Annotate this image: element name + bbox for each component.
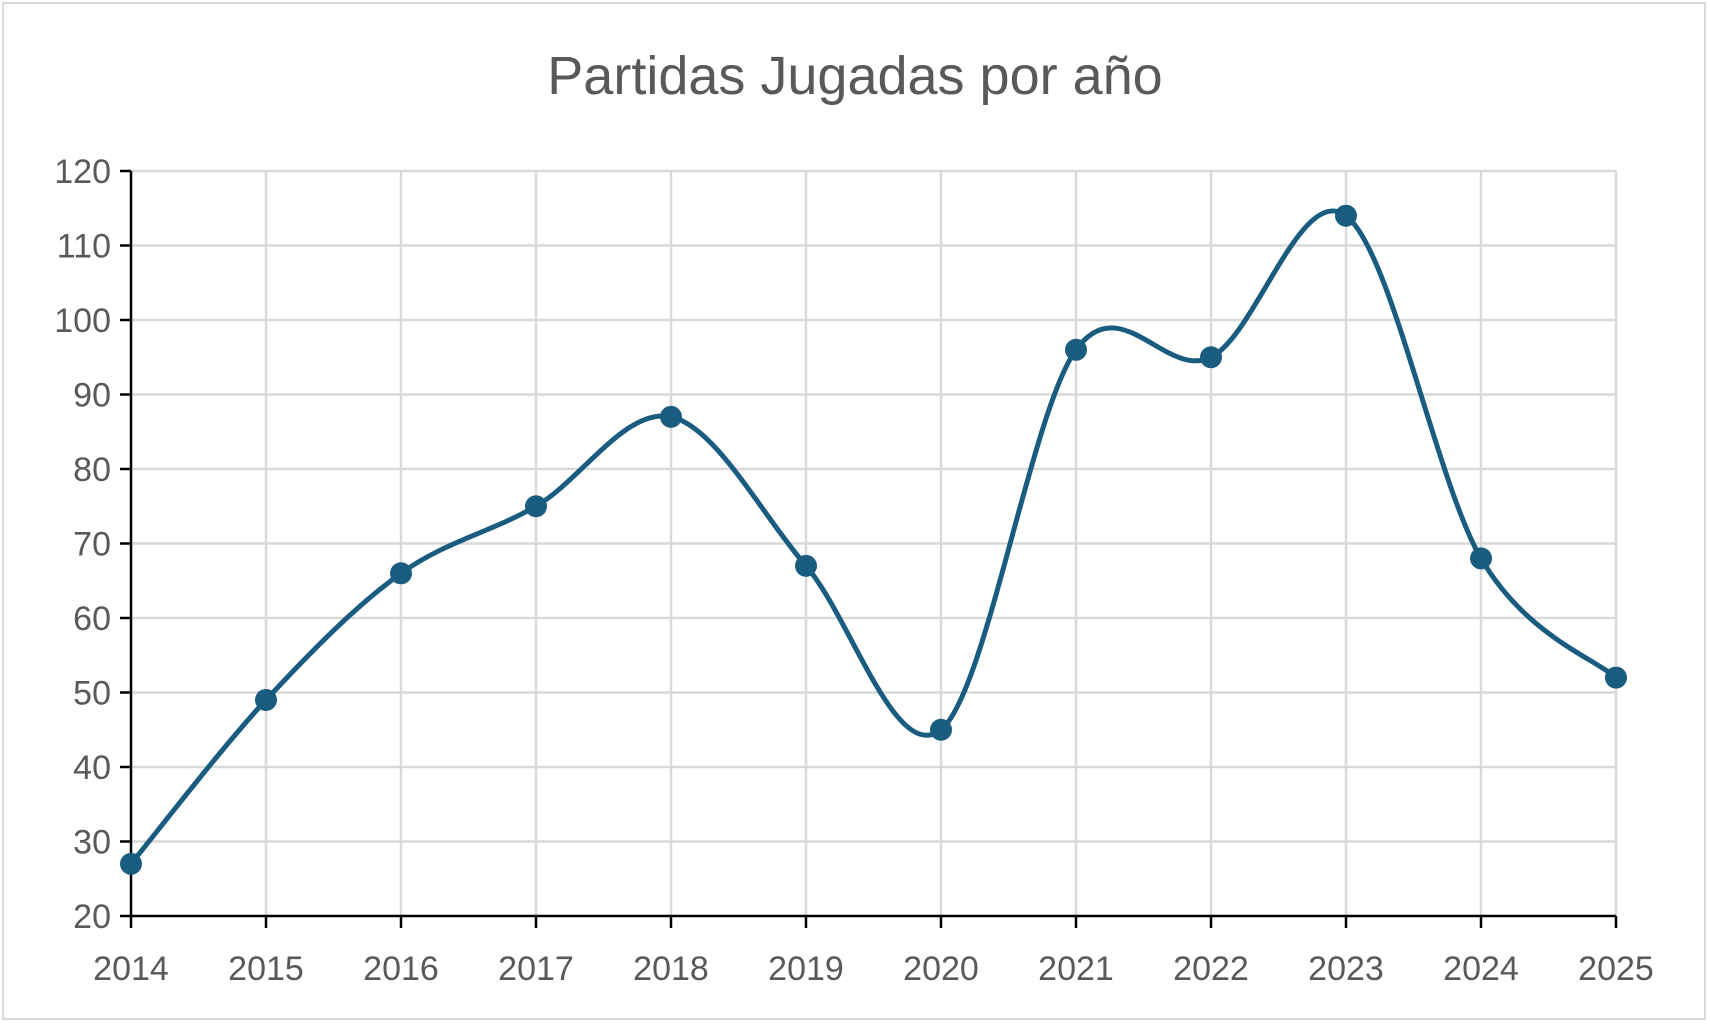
axes	[120, 169, 1618, 928]
y-tick-label: 20	[73, 898, 111, 936]
y-tick-label: 30	[73, 824, 111, 862]
x-tick-label: 2020	[903, 950, 979, 988]
tick-labels: 20 30 40 50 60 70 80 90 100 110 120 2014 2015 2016 201…	[54, 153, 1654, 988]
data-point-2015	[255, 688, 277, 711]
y-tick-label: 120	[54, 153, 111, 191]
x-tick-label: 2016	[363, 950, 439, 988]
x-tick-label: 2014	[93, 950, 169, 988]
x-tick-label: 2023	[1308, 950, 1384, 988]
x-tick-label: 2022	[1173, 950, 1249, 988]
data-point-2024	[1470, 547, 1492, 570]
data-point-2018	[660, 405, 682, 428]
data-point-2023	[1335, 204, 1357, 227]
data-point-2025	[1605, 666, 1627, 689]
y-tick-label: 60	[73, 600, 111, 638]
x-tick-label: 2018	[633, 950, 709, 988]
data-point-2016	[390, 562, 412, 585]
y-tick-label: 110	[57, 228, 111, 266]
y-tick-label: 100	[54, 302, 111, 340]
series-layer	[120, 204, 1627, 875]
y-tick-label: 40	[73, 749, 111, 787]
data-point-2021	[1065, 338, 1087, 361]
x-tick-label: 2021	[1038, 950, 1114, 988]
data-point-2020	[930, 718, 952, 741]
y-tick-label: 70	[73, 526, 111, 564]
data-point-2017	[525, 495, 547, 518]
x-tick-label: 2017	[498, 950, 574, 988]
x-tick-label: 2025	[1578, 950, 1654, 988]
y-tick-label: 80	[73, 451, 111, 489]
y-tick-label: 90	[73, 377, 111, 415]
data-point-2022	[1200, 346, 1222, 369]
data-point-2014	[120, 852, 142, 875]
x-tick-label: 2015	[228, 950, 304, 988]
data-point-2019	[795, 554, 817, 577]
x-tick-label: 2024	[1443, 950, 1519, 988]
x-tick-label: 2019	[768, 950, 844, 988]
chart-title: Partidas Jugadas por año	[547, 46, 1162, 106]
y-tick-label: 50	[73, 675, 111, 713]
gridlines	[131, 169, 1618, 916]
